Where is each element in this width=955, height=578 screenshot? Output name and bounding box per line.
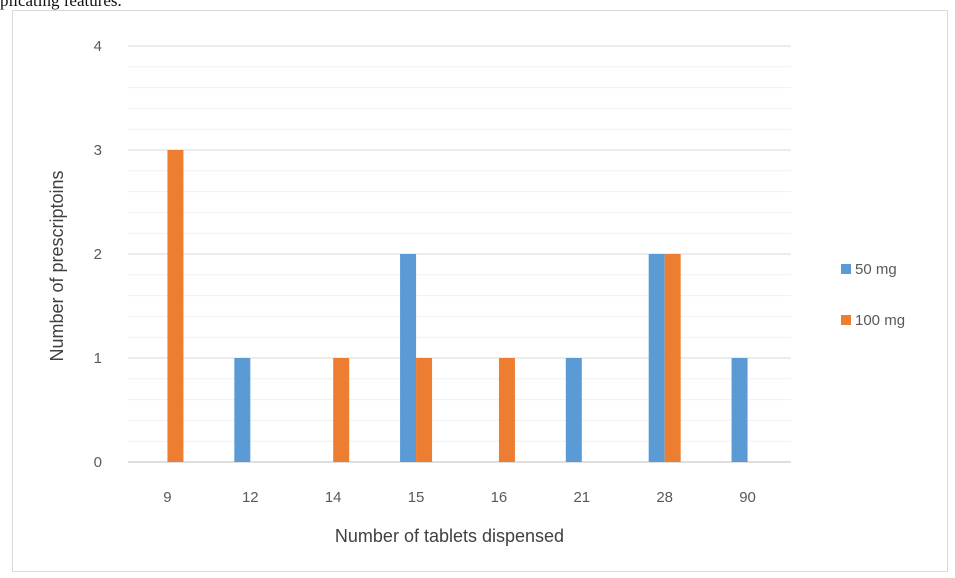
legend: 50 mg 100 mg <box>841 261 905 329</box>
legend-label: 100 mg <box>855 312 905 329</box>
bar-50-mg-15 <box>400 254 417 462</box>
x-tick-label: 28 <box>656 489 673 506</box>
x-tick-label: 15 <box>408 489 425 506</box>
bar-50-mg-28 <box>648 254 665 462</box>
y-tick-label: 2 <box>94 246 102 263</box>
bars <box>167 150 748 462</box>
x-tick-label: 16 <box>491 489 508 506</box>
x-tick-label: 12 <box>242 489 259 506</box>
x-tick-label: 9 <box>163 489 171 506</box>
x-tick-label: 90 <box>739 489 756 506</box>
bar-100-mg-28 <box>664 254 681 462</box>
x-tick-label: 21 <box>573 489 590 506</box>
bar-50-mg-12 <box>234 358 251 462</box>
y-tick-label: 0 <box>94 454 102 471</box>
legend-swatch <box>841 315 851 325</box>
y-tick-label: 1 <box>94 350 102 367</box>
page-text-fragment: plicating features. <box>0 0 122 10</box>
x-axis-title: Number of tablets dispensed <box>335 526 564 546</box>
bar-100-mg-14 <box>333 358 350 462</box>
y-tick-label: 3 <box>94 142 102 159</box>
y-tick-label: 4 <box>94 38 102 55</box>
bar-50-mg-21 <box>565 358 582 462</box>
bar-100-mg-9 <box>167 150 184 462</box>
bar-100-mg-15 <box>416 358 433 462</box>
y-axis-title: Number of prescriptoins <box>47 170 67 361</box>
legend-label: 50 mg <box>855 261 897 278</box>
chart-area: 0 1 2 3 4 9 12 14 15 16 21 28 90 Number of tablets d… <box>12 10 948 572</box>
bar-100-mg-16 <box>498 358 515 462</box>
x-tick-label: 14 <box>325 489 342 506</box>
gridlines <box>128 45 791 463</box>
bar-50-mg-90 <box>731 358 748 462</box>
legend-swatch <box>841 264 851 274</box>
